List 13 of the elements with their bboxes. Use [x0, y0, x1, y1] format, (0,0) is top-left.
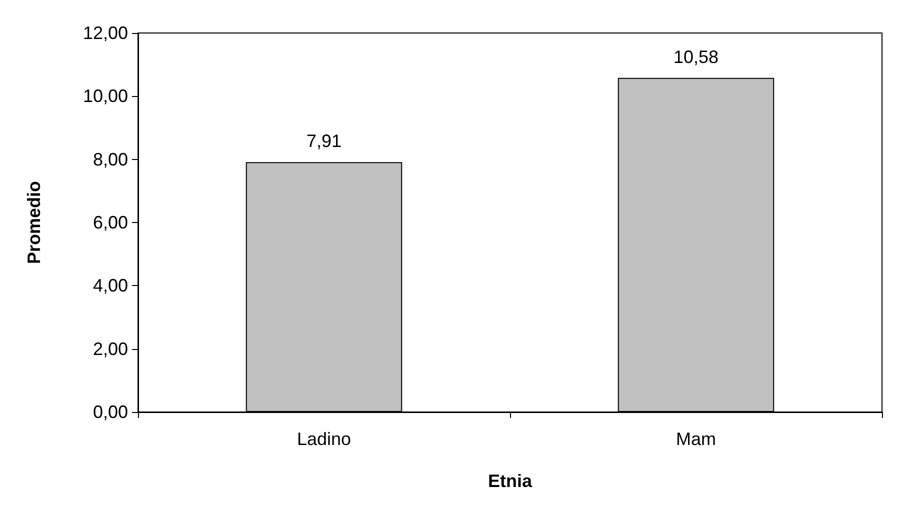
data-label: 7,91 [306, 131, 342, 152]
data-label: 10,58 [673, 46, 719, 67]
y-tick-label: 8,00 [92, 149, 128, 170]
y-tick-label: 6,00 [92, 212, 128, 232]
x-tick-label: Mam [676, 429, 716, 449]
y-axis-title: Promedio [24, 180, 44, 264]
x-axis-title: Etnia [488, 471, 533, 491]
x-tick-label: Ladino [296, 429, 352, 449]
y-tick-label: 10,00 [82, 86, 128, 106]
y-tick-label: 12,00 [82, 23, 128, 43]
y-tick-label: 0,00 [92, 402, 128, 422]
y-tick-label: 2,00 [92, 338, 128, 359]
y-tick-label: 4,00 [92, 276, 128, 296]
